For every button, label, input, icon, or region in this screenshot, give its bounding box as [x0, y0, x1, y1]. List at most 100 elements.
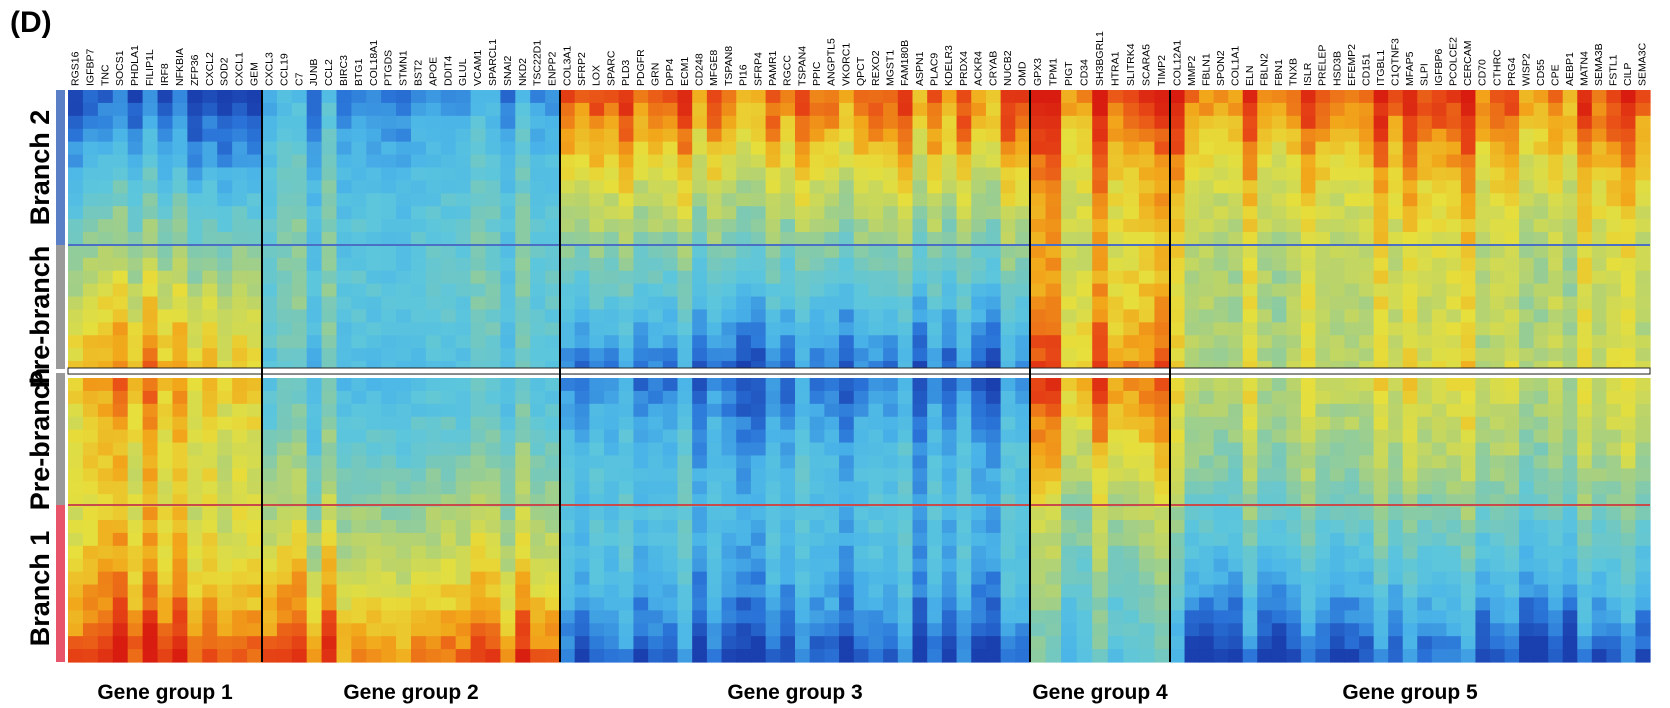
gene-label: BTG1	[353, 58, 365, 86]
gene-label: FBLN2	[1259, 53, 1271, 86]
gene-group-label-2: Gene group 2	[343, 681, 478, 704]
gene-label: EFEMP2	[1346, 44, 1358, 86]
gene-label: GLUL	[457, 58, 469, 86]
gene-label: IGFBP6	[1433, 48, 1445, 86]
gene-label: PDGFR	[635, 49, 647, 86]
gene-label: TPM1	[1047, 58, 1059, 86]
gene-label: NFKBIA	[174, 48, 186, 86]
gene-label: PI16	[738, 64, 750, 86]
gene-group-label-4: Gene group 4	[1032, 681, 1168, 704]
gene-group-label-5: Gene group 5	[1342, 681, 1478, 704]
gene-label: NUCB2	[1002, 50, 1014, 86]
section-bar-4	[56, 505, 65, 662]
gene-label: SPON2	[1215, 50, 1227, 86]
gene-label: ANGPTL5	[826, 38, 838, 86]
pre-branch-divider	[67, 367, 1651, 375]
gene-label: VCAM1	[472, 50, 484, 86]
gene-label: CCL19	[278, 53, 290, 86]
gene-label: VKORC1	[840, 43, 852, 86]
section-bar-3	[56, 373, 65, 505]
gene-label: SPARC	[605, 50, 617, 86]
gene-label: SLITRK4	[1125, 43, 1137, 86]
gene-label: CD34	[1078, 59, 1090, 86]
gene-label: REXO2	[870, 50, 882, 86]
gene-label: PCOLCE2	[1448, 37, 1460, 86]
gene-label: AEBP1	[1564, 52, 1576, 86]
gene-label: C1QTNF3	[1389, 38, 1401, 86]
gene-label: SCARA5	[1141, 44, 1153, 86]
gene-label: TSPAN4	[796, 46, 808, 86]
gene-label: PRELEP	[1317, 45, 1329, 86]
gene-label: CD70	[1477, 59, 1489, 86]
gene-label: SOD2	[219, 57, 231, 86]
gene-label: WISP2	[1520, 53, 1532, 86]
gene-label: FSTL1	[1608, 54, 1620, 86]
gene-label: PRDX4	[958, 51, 970, 86]
row-label-2: Pre-branch	[25, 246, 55, 389]
gene-label: MFGE8	[708, 50, 720, 86]
gene-label: MATN4	[1579, 51, 1591, 86]
gene-label: GPX3	[1032, 58, 1044, 86]
gene-label: COL1A1	[1229, 46, 1241, 86]
gene-label: SFRP4	[752, 52, 764, 86]
gene-label: RGS16	[69, 51, 81, 86]
heatmap-cells	[68, 90, 1651, 663]
gene-label: FBLN1	[1200, 53, 1212, 86]
gene-label: SEMA3C	[1637, 42, 1649, 86]
section-bar-1	[56, 90, 65, 245]
gene-label: DDIT4	[442, 56, 454, 86]
gene-label: PTGDS	[383, 50, 395, 86]
gene-label: C7	[293, 72, 305, 86]
gene-label: MMP2	[1186, 56, 1198, 86]
gene-label: ISLR	[1302, 62, 1314, 86]
gene-label: PLD3	[620, 60, 632, 86]
gene-label: ENPP2	[547, 51, 559, 86]
gene-label: STMN1	[398, 50, 410, 86]
gene-label: ZFP36	[189, 54, 201, 86]
gene-label: GEM	[249, 62, 261, 86]
gene-label: CCL2	[323, 59, 335, 86]
gene-label: IGFBP7	[84, 48, 96, 86]
gene-label: LOX	[591, 65, 603, 86]
gene-label: CILP	[1622, 63, 1634, 86]
row-label-4: Branch 1	[25, 531, 55, 647]
section-bar-2	[56, 245, 65, 369]
gene-label: DPP4	[664, 58, 676, 86]
gene-label: CERCAM	[1462, 40, 1474, 86]
gene-label: ASPN1	[914, 51, 926, 86]
gene-label: MFAP5	[1404, 51, 1416, 86]
gene-label: COL18A1	[368, 40, 380, 86]
gene-label: PHDLA1	[129, 45, 141, 86]
gene-label: CXCL3	[263, 52, 275, 86]
gene-label: TNC	[99, 64, 111, 86]
gene-label: ACKR4	[973, 51, 985, 86]
gene-label: TSC22D1	[532, 40, 544, 86]
gene-label: SPARCL1	[487, 39, 499, 86]
gene-label: CTHRC	[1491, 49, 1503, 86]
row-label-3: Pre-branch	[25, 368, 55, 511]
gene-label: PRG4	[1506, 57, 1518, 86]
gene-label: FBN1	[1273, 59, 1285, 86]
gene-label: TNXB	[1288, 58, 1300, 86]
gene-label: RGCC	[782, 55, 794, 86]
gene-label: SOCS1	[114, 50, 126, 86]
row-label-1: Branch 2	[25, 110, 55, 226]
gene-label: FILIP1L	[144, 49, 156, 86]
gene-label: ITGBL1	[1375, 50, 1387, 86]
gene-label: BST2	[412, 60, 424, 86]
gene-label: PLAC9	[929, 53, 941, 86]
gene-label: QPCT	[855, 56, 867, 86]
gene-label: PAMR1	[767, 50, 779, 86]
gene-label: APOE	[427, 57, 439, 86]
gene-label: CD151	[1360, 53, 1372, 86]
gene-group-label-1: Gene group 1	[97, 681, 233, 704]
gene-label: HSD3B	[1331, 51, 1343, 86]
gene-label: PPIC	[811, 61, 823, 86]
gene-label: PIGT	[1063, 61, 1075, 86]
gene-label: HTRA1	[1110, 51, 1122, 86]
gene-label: COL3A1	[561, 46, 573, 86]
gene-label: ECM1	[679, 57, 691, 86]
gene-label: ELN	[1244, 66, 1256, 86]
gene-label: SFRP2	[576, 52, 588, 86]
